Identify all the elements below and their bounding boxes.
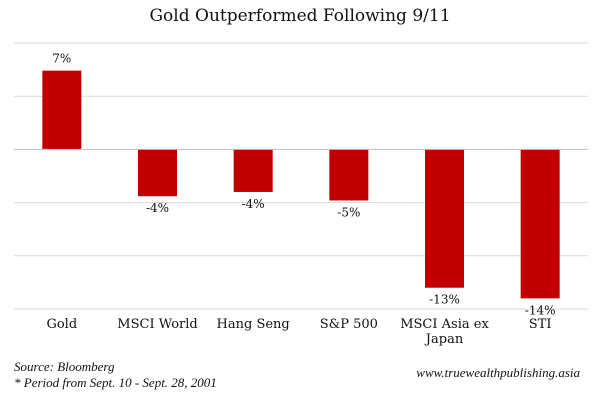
category-label: Japan (424, 332, 464, 347)
bar-sti (520, 149, 560, 299)
bar-msci-world (138, 149, 177, 197)
period-note: * Period from Sept. 10 - Sept. 28, 2001 (14, 375, 217, 390)
category-label: MSCI Asia ex (400, 317, 489, 332)
category-label: MSCI World (117, 317, 197, 332)
category-label: STI (529, 317, 552, 332)
bar-s-p-500 (329, 149, 369, 201)
gridlines (14, 42, 588, 310)
bar-hang-seng (233, 149, 273, 192)
data-label: -14% (525, 303, 556, 317)
data-label: 7% (52, 52, 71, 66)
category-label: Hang Seng (217, 317, 290, 332)
data-labels: 7% -4% -4% -5% -13% -14% (52, 52, 555, 318)
category-label: Gold (46, 317, 77, 332)
source-note: Source: Bloomberg (14, 359, 115, 374)
category-labels: Gold MSCI World Hang Seng S&P 500 MSCI Asia … (46, 317, 551, 347)
data-label: -5% (337, 205, 360, 219)
bar-gold (42, 70, 82, 150)
data-label: -13% (429, 293, 460, 307)
bar-msci-asia-ex-japan (425, 149, 464, 288)
bars (42, 70, 560, 299)
data-label: -4% (242, 197, 265, 211)
category-label: S&P 500 (320, 317, 378, 332)
website-url: www.truewealthpublishing.asia (416, 365, 580, 380)
data-label: -4% (146, 201, 169, 215)
chart-title: Gold Outperformed Following 9/11 (149, 6, 451, 26)
